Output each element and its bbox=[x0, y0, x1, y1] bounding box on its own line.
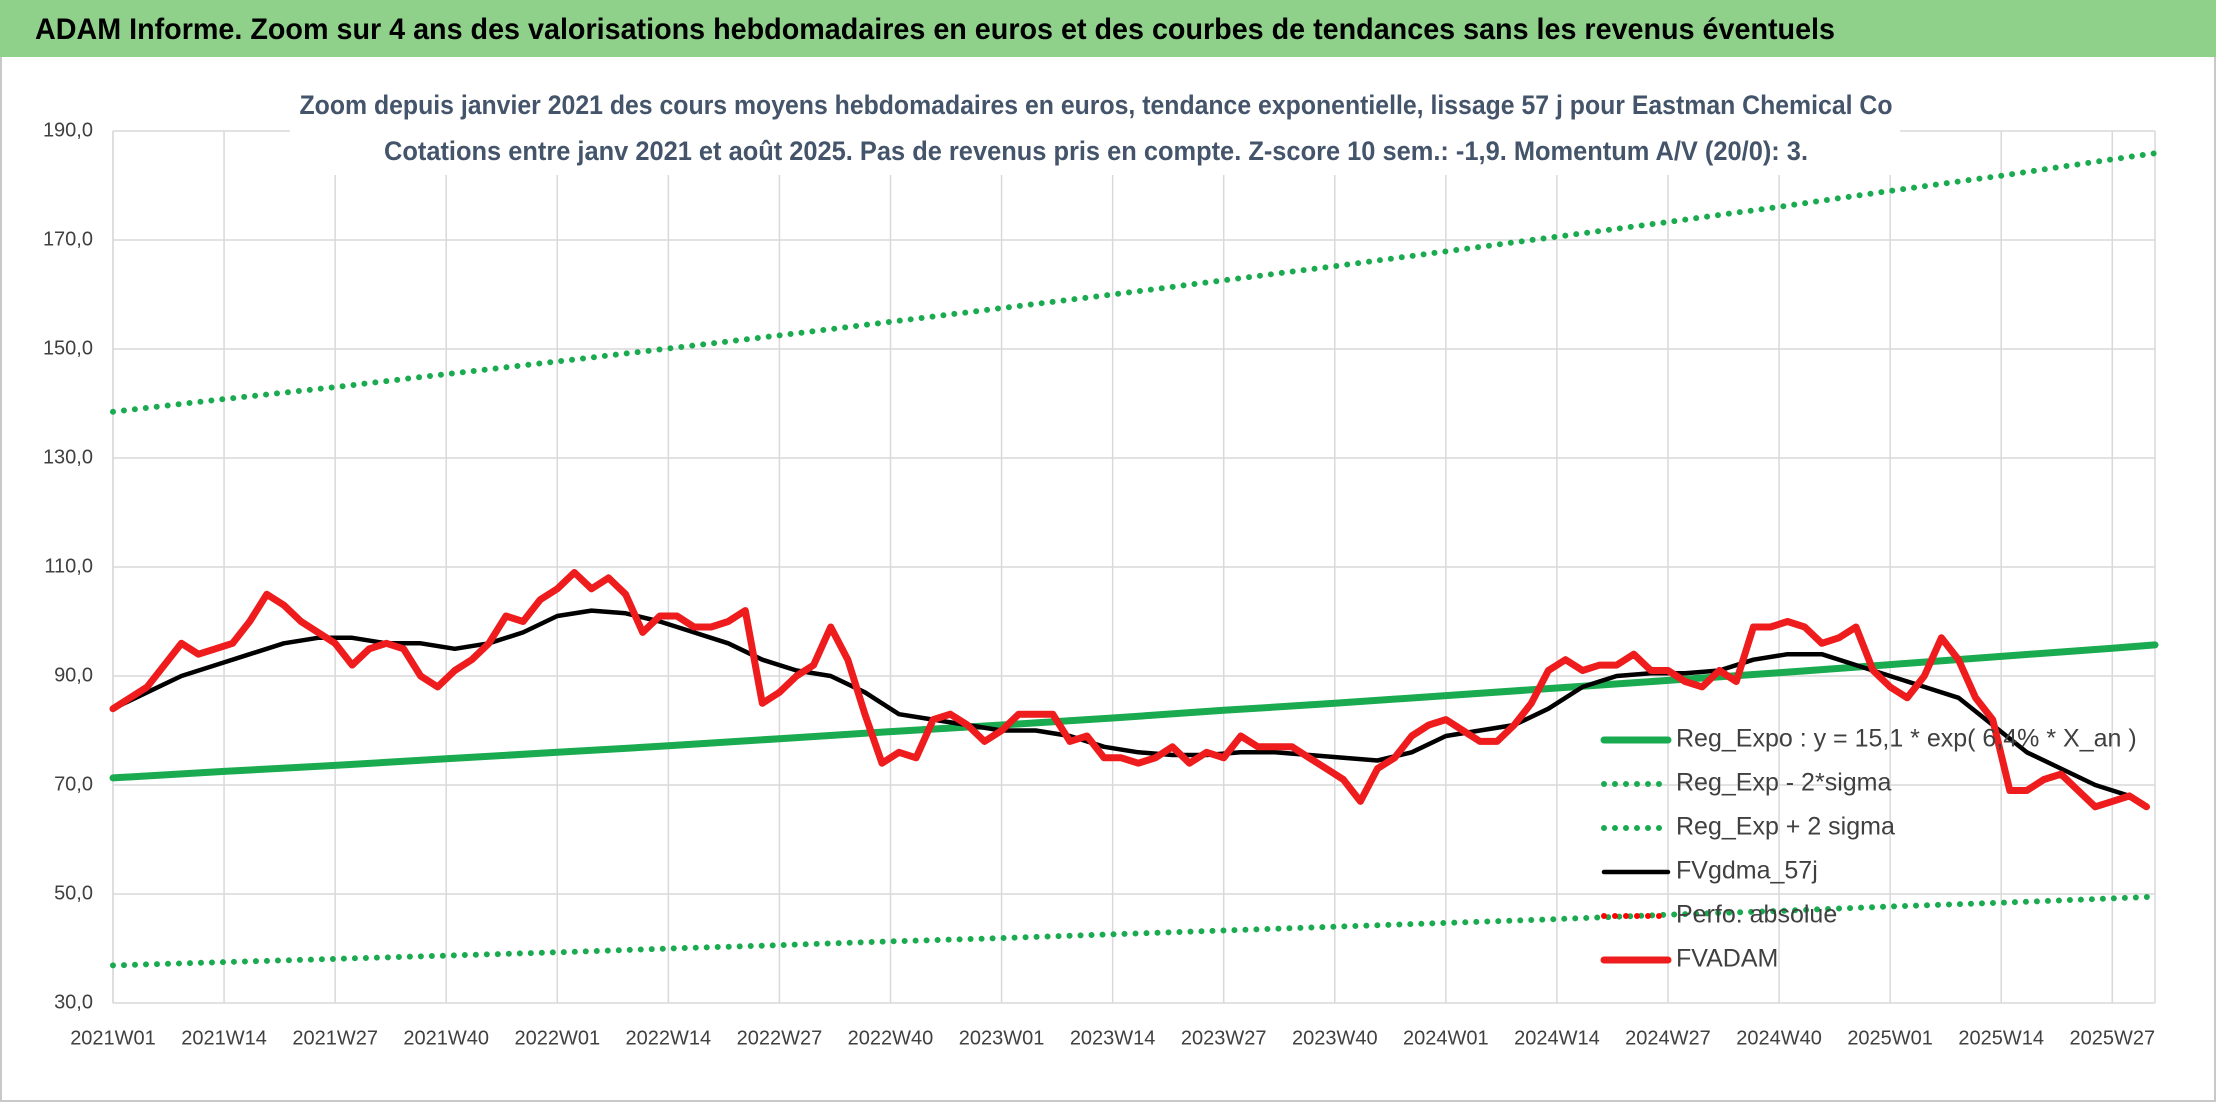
y-tick-label: 30,0 bbox=[54, 991, 93, 1013]
legend-label: Reg_Expo : y = 15,1 * exp( 6,4% * X_an ) bbox=[1676, 725, 2137, 753]
chart-title: ADAM Informe. Zoom sur 4 ans des valoris… bbox=[35, 13, 1835, 46]
x-tick-label: 2021W14 bbox=[181, 1027, 267, 1049]
chart-subtitle: Cotations entre janv 2021 et août 2025. … bbox=[384, 136, 1808, 166]
x-tick-label: 2022W01 bbox=[514, 1027, 600, 1049]
y-tick-label: 130,0 bbox=[43, 446, 93, 468]
x-tick-label: 2025W01 bbox=[1847, 1027, 1933, 1049]
series-layer bbox=[109, 150, 2159, 969]
legend: Reg_Expo : y = 15,1 * exp( 6,4% * X_an )… bbox=[1600, 725, 2137, 973]
x-tick-label: 2023W27 bbox=[1181, 1027, 1267, 1049]
y-tick-label: 110,0 bbox=[44, 555, 93, 577]
x-tick-label: 2025W14 bbox=[1958, 1027, 2044, 1049]
legend-label: Reg_Exp + 2 sigma bbox=[1676, 813, 1895, 841]
y-tick-label: 50,0 bbox=[54, 882, 93, 904]
series-line bbox=[109, 569, 2150, 811]
series-line bbox=[110, 893, 2158, 969]
x-tick-label: 2022W27 bbox=[737, 1027, 823, 1049]
y-tick-label: 150,0 bbox=[43, 337, 93, 359]
x-tick-label: 2024W40 bbox=[1736, 1027, 1822, 1049]
subtitle-background bbox=[290, 85, 1900, 175]
x-tick-label: 2024W27 bbox=[1625, 1027, 1711, 1049]
x-tick-label: 2023W01 bbox=[959, 1027, 1045, 1049]
legend-label: FVADAM bbox=[1676, 945, 1778, 973]
y-tick-label: 90,0 bbox=[54, 664, 93, 686]
series-line bbox=[110, 608, 2132, 799]
chart-subtitle: Zoom depuis janvier 2021 des cours moyen… bbox=[300, 90, 1893, 120]
x-tick-label: 2023W40 bbox=[1292, 1027, 1378, 1049]
series-line bbox=[110, 150, 2158, 415]
legend-label: Reg_Exp - 2*sigma bbox=[1676, 769, 1891, 797]
x-tick-label: 2022W14 bbox=[626, 1027, 712, 1049]
legend-label: Perfo. absolue bbox=[1676, 901, 1837, 929]
y-tick-label: 170,0 bbox=[43, 228, 93, 250]
x-tick-label: 2024W01 bbox=[1403, 1027, 1489, 1049]
legend-label: FVgdma_57j bbox=[1676, 857, 1818, 885]
y-tick-label: 190,0 bbox=[43, 119, 93, 141]
x-tick-label: 2022W40 bbox=[848, 1027, 934, 1049]
x-tick-label: 2023W14 bbox=[1070, 1027, 1156, 1049]
x-tick-label: 2025W27 bbox=[2069, 1027, 2155, 1049]
x-tick-label: 2024W14 bbox=[1514, 1027, 1600, 1049]
title-bar bbox=[0, 0, 2216, 57]
x-tick-label: 2021W01 bbox=[70, 1027, 156, 1049]
x-tick-label: 2021W40 bbox=[403, 1027, 489, 1049]
x-tick-label: 2021W27 bbox=[292, 1027, 378, 1049]
y-tick-label: 70,0 bbox=[54, 773, 93, 795]
